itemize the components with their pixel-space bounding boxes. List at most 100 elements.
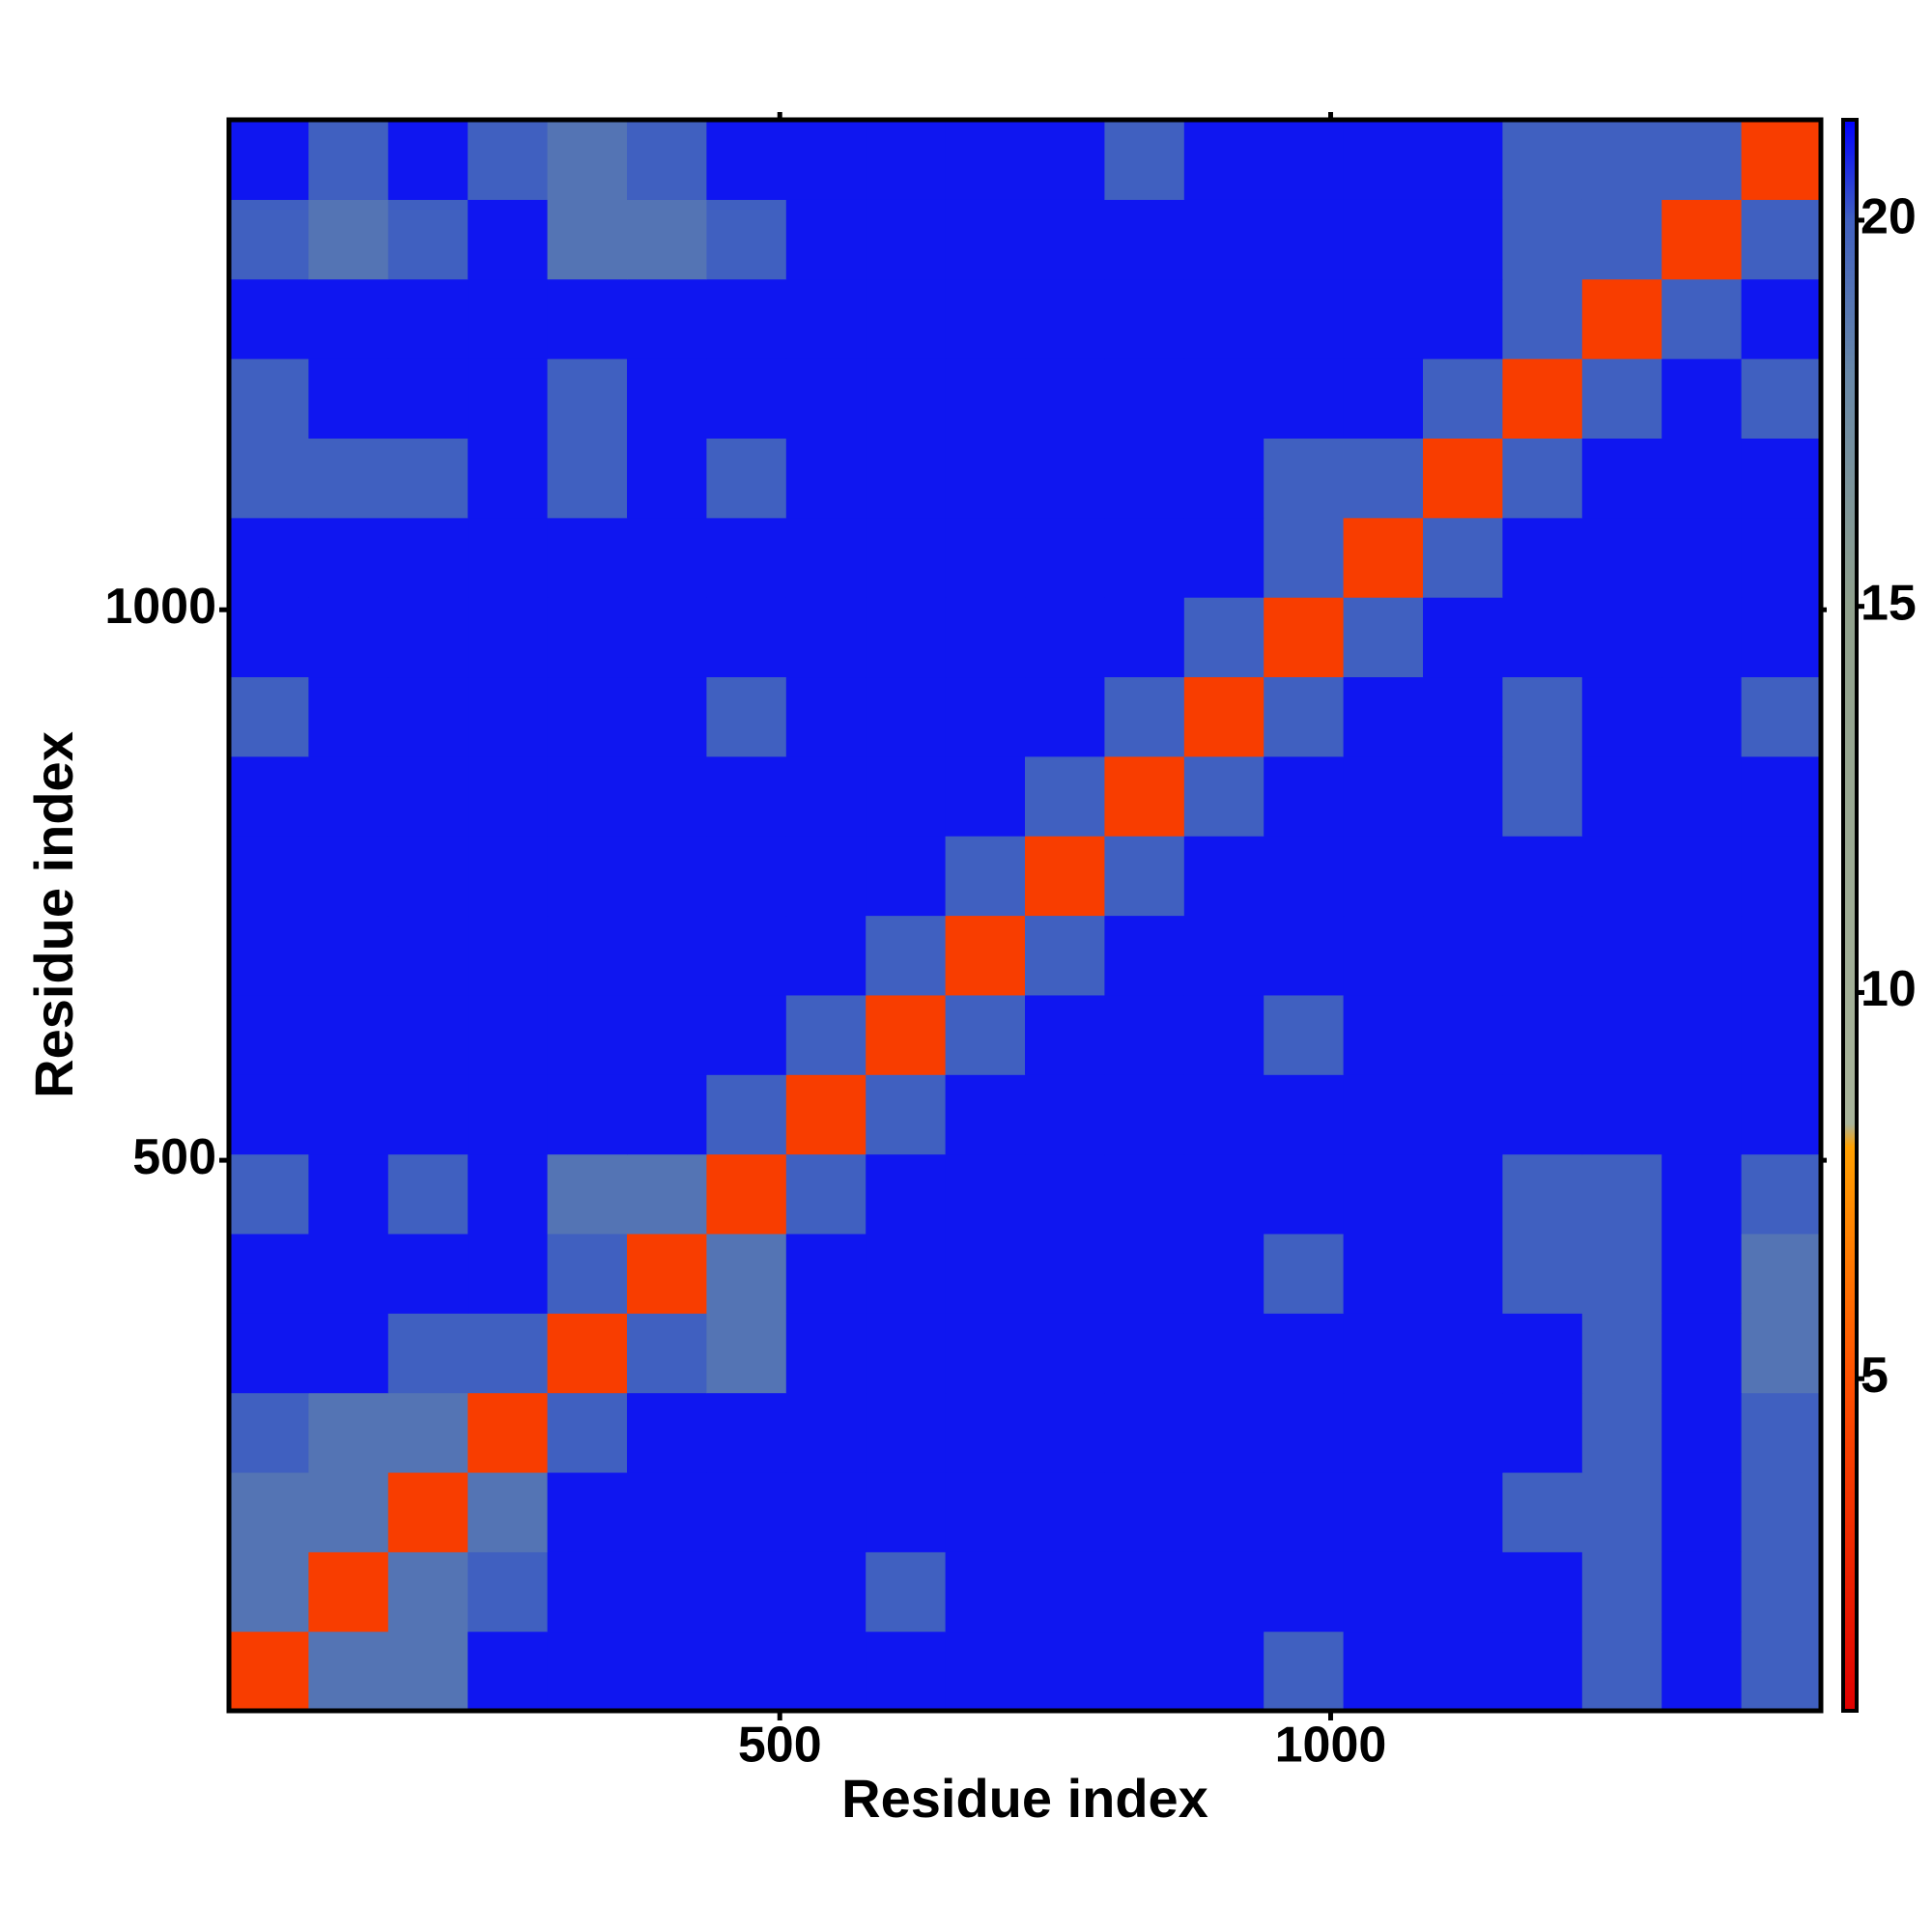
- heatmap-cell: [1423, 994, 1503, 1075]
- heatmap-cell: [945, 915, 1026, 996]
- heatmap-cell: [1502, 755, 1583, 837]
- heatmap-cell: [547, 1153, 628, 1235]
- heatmap-cell: [468, 199, 549, 280]
- heatmap-cell: [229, 676, 309, 757]
- heatmap-cell: [387, 438, 469, 519]
- heatmap-cell: [866, 358, 947, 439]
- heatmap-cell: [1264, 1471, 1345, 1552]
- heatmap-cell: [1741, 1392, 1822, 1473]
- heatmap-cell: [387, 1233, 469, 1314]
- heatmap-cell: [1581, 597, 1662, 678]
- heatmap-cell: [866, 1153, 947, 1235]
- heatmap-cell: [1183, 1074, 1264, 1155]
- heatmap-cell: [1183, 438, 1264, 519]
- heatmap-cell: [706, 836, 787, 917]
- heatmap-cell: [1104, 1233, 1185, 1314]
- heatmap-cell: [547, 120, 628, 200]
- heatmap-cell: [1183, 1233, 1264, 1314]
- heatmap-cell: [866, 1631, 947, 1712]
- heatmap-cell: [1423, 1551, 1503, 1633]
- heatmap-cell: [547, 676, 628, 757]
- heatmap-cell: [547, 358, 628, 439]
- heatmap-cell: [1581, 1551, 1662, 1633]
- heatmap-cell: [1662, 1313, 1743, 1394]
- heatmap-cell: [1741, 120, 1822, 200]
- heatmap-cell: [1741, 915, 1822, 996]
- heatmap-cell: [1581, 755, 1662, 837]
- heatmap-cell: [1183, 1631, 1264, 1712]
- heatmap-cell: [1183, 1551, 1264, 1633]
- heatmap-cell: [945, 755, 1026, 837]
- heatmap-cell: [1662, 1631, 1743, 1712]
- heatmap-cell: [627, 438, 707, 519]
- heatmap-cell: [468, 278, 549, 359]
- heatmap-cell: [1741, 755, 1822, 837]
- heatmap-cell: [866, 1392, 947, 1473]
- x-tick-label: 500: [738, 1718, 822, 1774]
- heatmap-cell: [1662, 1392, 1743, 1473]
- heatmap-cell: [1264, 517, 1345, 598]
- heatmap-cell: [706, 597, 787, 678]
- heatmap-cell: [1581, 1074, 1662, 1155]
- heatmap-cell: [1502, 199, 1583, 280]
- heatmap-cell: [785, 1153, 867, 1235]
- heatmap-cell: [1025, 1074, 1105, 1155]
- heatmap-cell: [1025, 676, 1105, 757]
- heatmap-cell: [627, 199, 707, 280]
- heatmap-cell: [785, 278, 867, 359]
- heatmap-cell: [627, 517, 707, 598]
- heatmap-cell: [627, 836, 707, 917]
- heatmap-cell: [1025, 755, 1105, 837]
- heatmap-cell: [229, 1551, 309, 1633]
- heatmap-cell: [945, 1551, 1026, 1633]
- heatmap-cell: [627, 915, 707, 996]
- heatmap-cell: [387, 755, 469, 837]
- heatmap-cell: [1183, 755, 1264, 837]
- heatmap-cell: [945, 1074, 1026, 1155]
- heatmap-cell: [1662, 1074, 1743, 1155]
- heatmap-cell: [468, 836, 549, 917]
- heatmap-cell: [1662, 517, 1743, 598]
- heatmap-cell: [1581, 1392, 1662, 1473]
- heatmap-cell: [1423, 278, 1503, 359]
- heatmap-cell: [1264, 278, 1345, 359]
- heatmap-cell: [1741, 1631, 1822, 1712]
- heatmap-cell: [1264, 1074, 1345, 1155]
- heatmap-cell: [1025, 199, 1105, 280]
- heatmap-cell: [547, 755, 628, 837]
- heatmap-cell: [547, 994, 628, 1075]
- heatmap-cell: [308, 994, 389, 1075]
- heatmap-cell: [547, 915, 628, 996]
- heatmap-cell: [1741, 1233, 1822, 1314]
- heatmap-cell: [1502, 836, 1583, 917]
- heatmap-cell: [308, 597, 389, 678]
- heatmap-cell: [785, 1392, 867, 1473]
- heatmap-cell: [1183, 994, 1264, 1075]
- heatmap-cell: [706, 994, 787, 1075]
- heatmap-cell: [1183, 199, 1264, 280]
- heatmap-cell: [1104, 676, 1185, 757]
- heatmap-cell: [308, 517, 389, 598]
- heatmap-cell: [785, 1471, 867, 1552]
- heatmap-cell: [387, 358, 469, 439]
- heatmap-cell: [1104, 358, 1185, 439]
- heatmap-cell: [1104, 1313, 1185, 1394]
- heatmap-cell: [627, 1392, 707, 1473]
- heatmap-cell: [785, 836, 867, 917]
- heatmap-cell: [1025, 1631, 1105, 1712]
- heatmap-cell: [1741, 994, 1822, 1075]
- heatmap-cell: [785, 358, 867, 439]
- heatmap-cell: [1662, 915, 1743, 996]
- colorbar-tick-label: 10: [1861, 961, 1917, 1017]
- heatmap-cell: [1502, 358, 1583, 439]
- heatmap-cell: [1025, 120, 1105, 200]
- heatmap-cell: [866, 597, 947, 678]
- heatmap-cell: [1502, 517, 1583, 598]
- heatmap-cell: [229, 1233, 309, 1314]
- heatmap-cell: [547, 1631, 628, 1712]
- heatmap-cell: [1502, 1313, 1583, 1394]
- heatmap-cell: [706, 1313, 787, 1394]
- heatmap-cell: [1025, 1153, 1105, 1235]
- heatmap-cell: [1741, 438, 1822, 519]
